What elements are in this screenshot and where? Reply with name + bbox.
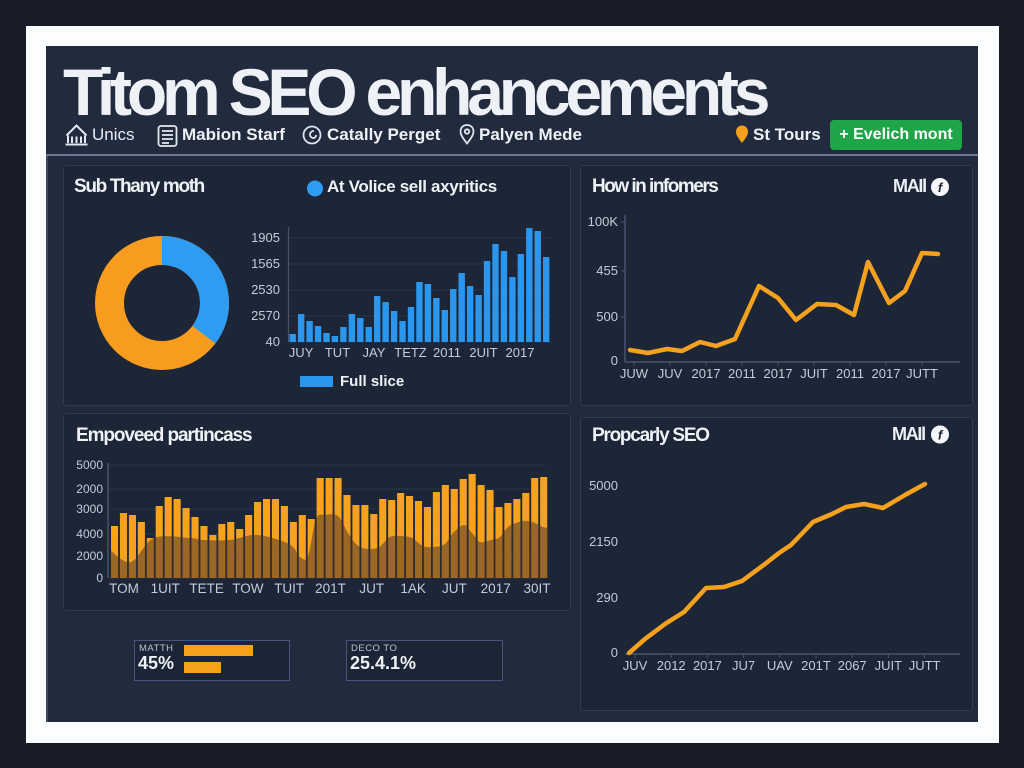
svg-text:100K: 100K [588, 214, 619, 229]
svg-text:2017: 2017 [481, 581, 511, 596]
svg-text:1565: 1565 [251, 256, 280, 271]
svg-text:40: 40 [266, 334, 280, 349]
svg-text:2017: 2017 [506, 345, 535, 360]
svg-text:2530: 2530 [251, 282, 280, 297]
svg-text:2011: 2011 [728, 366, 756, 381]
svg-text:JAY: JAY [363, 345, 386, 360]
svg-text:JU7: JU7 [732, 658, 755, 673]
svg-text:JUT: JUT [359, 581, 384, 596]
svg-text:TETE: TETE [189, 581, 224, 596]
svg-text:0: 0 [611, 645, 618, 660]
svg-text:2011: 2011 [433, 345, 461, 360]
svg-text:455: 455 [596, 263, 618, 278]
svg-text:TUIT: TUIT [274, 581, 304, 596]
svg-text:201T: 201T [315, 581, 346, 596]
svg-text:1905: 1905 [251, 230, 280, 245]
svg-text:4000: 4000 [76, 527, 103, 541]
svg-text:JUW: JUW [620, 366, 649, 381]
svg-text:JUV: JUV [623, 658, 648, 673]
svg-text:2150: 2150 [589, 534, 618, 549]
svg-text:JUT: JUT [442, 581, 467, 596]
svg-text:2067: 2067 [838, 658, 867, 673]
svg-text:UAV: UAV [767, 658, 793, 673]
svg-text:2017: 2017 [693, 658, 722, 673]
svg-text:JUV: JUV [658, 366, 683, 381]
svg-text:JUIT: JUIT [800, 366, 828, 381]
svg-text:2000: 2000 [76, 482, 103, 496]
svg-text:5000: 5000 [589, 478, 618, 493]
svg-text:TOW: TOW [232, 581, 264, 596]
svg-text:2017: 2017 [692, 366, 721, 381]
svg-text:TUT: TUT [325, 345, 350, 360]
svg-text:290: 290 [596, 590, 618, 605]
svg-text:0: 0 [611, 353, 618, 368]
svg-text:0: 0 [96, 571, 103, 585]
svg-text:Full slice: Full slice [340, 373, 404, 390]
svg-text:30IT: 30IT [523, 581, 550, 596]
svg-text:2UIT: 2UIT [469, 345, 497, 360]
svg-text:JUTT: JUTT [909, 658, 941, 673]
svg-text:201T: 201T [801, 658, 831, 673]
svg-text:2011: 2011 [836, 366, 864, 381]
svg-text:2000: 2000 [76, 549, 103, 563]
svg-text:f: f [938, 428, 944, 443]
svg-text:500: 500 [596, 309, 618, 324]
svg-text:2570: 2570 [251, 308, 280, 323]
svg-text:3000: 3000 [76, 502, 103, 516]
svg-text:2017: 2017 [872, 366, 901, 381]
svg-text:TETZ: TETZ [394, 345, 427, 360]
svg-text:JUTT: JUTT [906, 366, 938, 381]
svg-text:JUIT: JUIT [875, 658, 903, 673]
svg-text:2017: 2017 [764, 366, 793, 381]
svg-text:JUY: JUY [289, 345, 314, 360]
svg-text:1AK: 1AK [400, 581, 426, 596]
svg-text:TOM: TOM [109, 581, 139, 596]
svg-text:2012: 2012 [657, 658, 686, 673]
svg-text:1UIT: 1UIT [151, 581, 180, 596]
svg-text:f: f [938, 180, 944, 195]
svg-text:5000: 5000 [76, 458, 103, 472]
